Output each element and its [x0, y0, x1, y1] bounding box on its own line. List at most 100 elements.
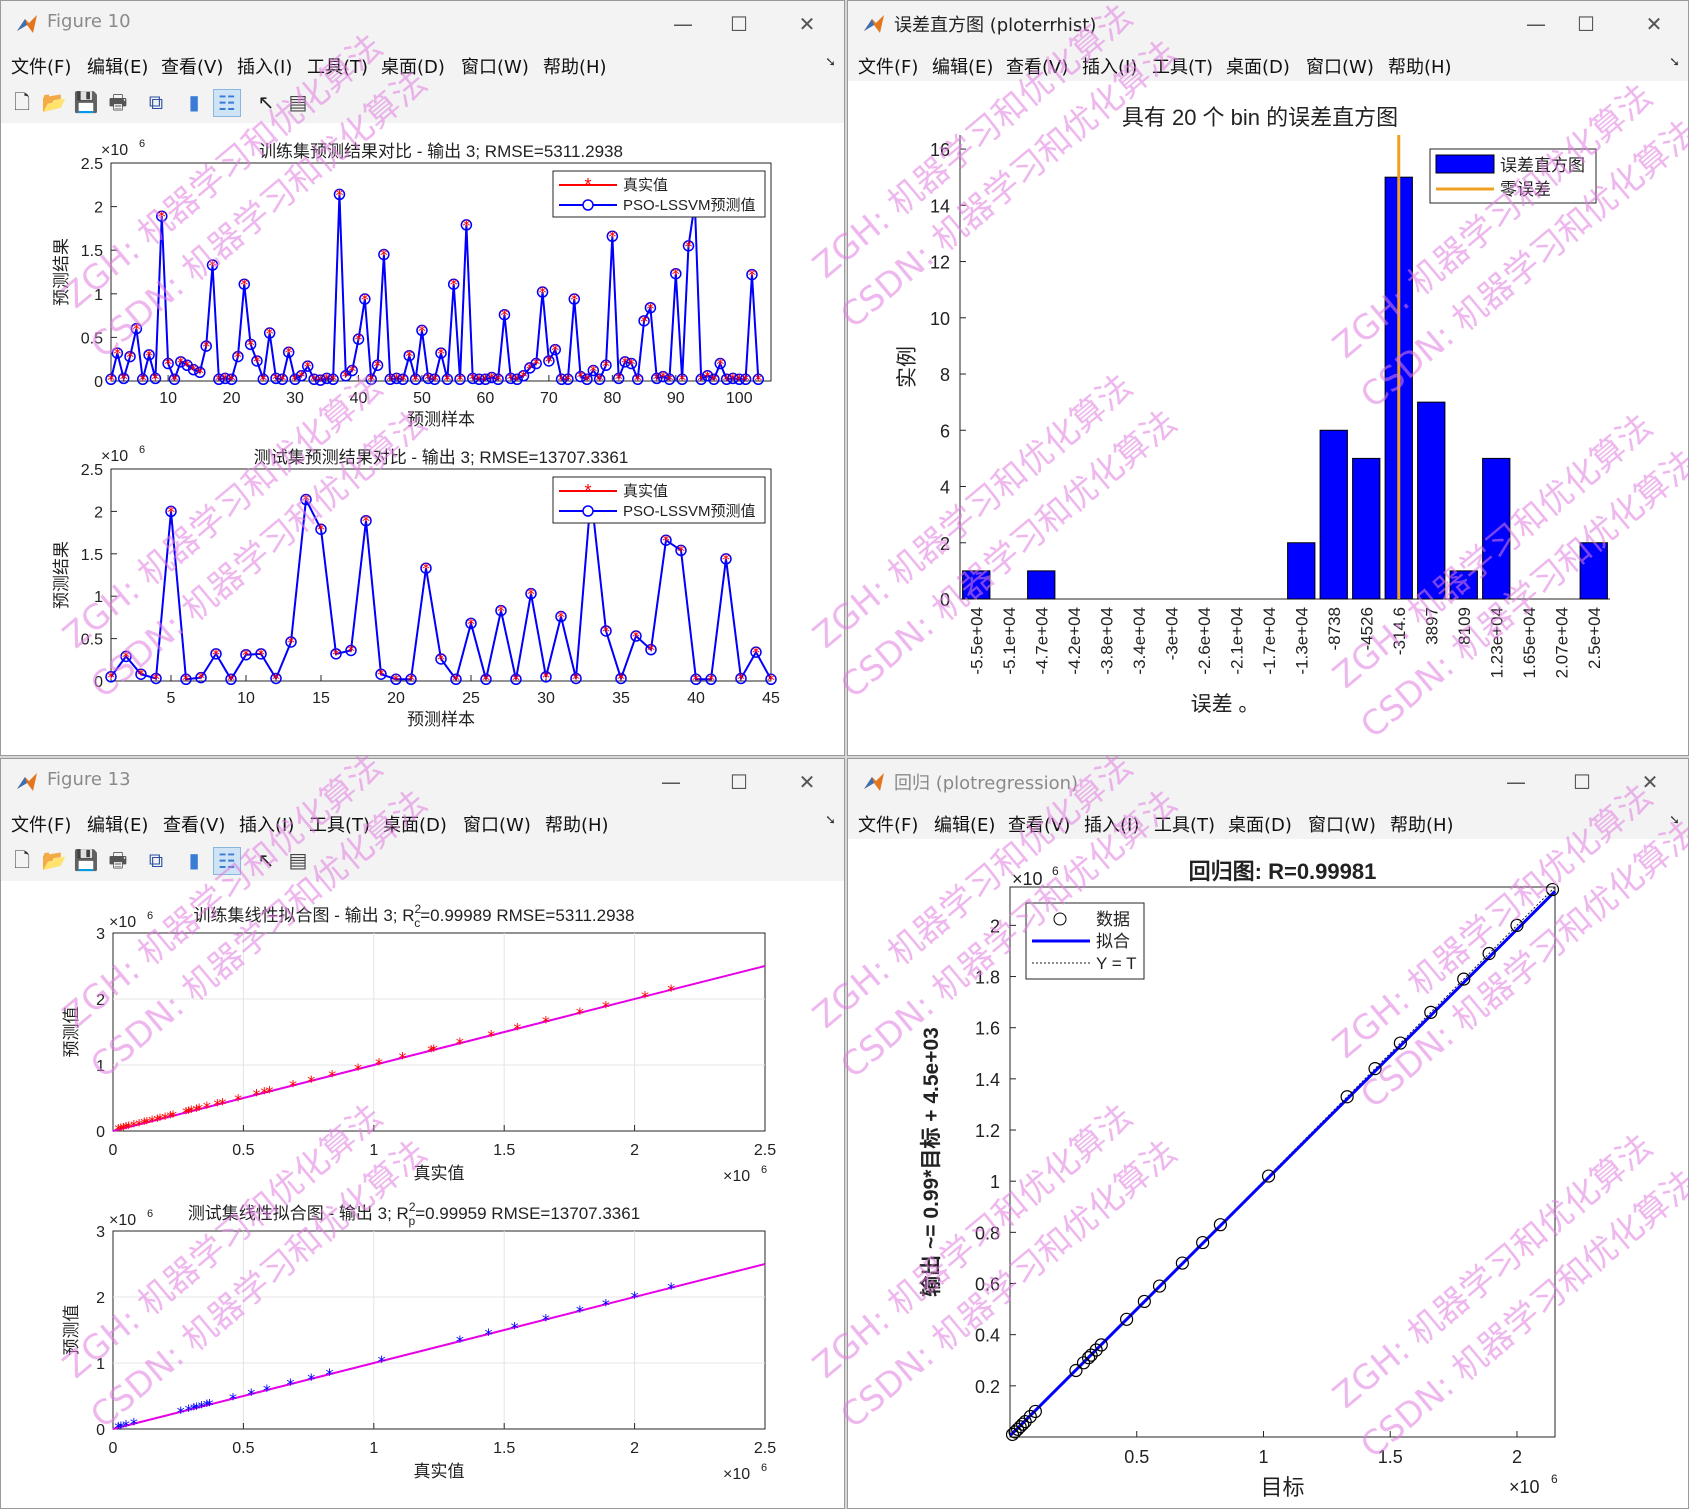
print-icon[interactable]: 🖶 [108, 90, 128, 114]
menu-desktop[interactable]: 桌面(D) [381, 57, 445, 78]
true-value-marker: * [437, 344, 445, 363]
menu-help[interactable]: 帮助(H) [1390, 815, 1454, 836]
maximize-button[interactable]: ☐ [1577, 12, 1595, 36]
open-folder-icon[interactable]: 📂 [41, 90, 67, 114]
maximize-button[interactable]: ☐ [730, 770, 748, 794]
data-point-marker: * [378, 1352, 386, 1371]
predicted-marker [570, 672, 582, 685]
predicted-marker [705, 673, 717, 686]
title-bar[interactable]: Figure 13 — ☐ ✕ [1, 759, 844, 805]
menu-file[interactable]: 文件(F) [11, 815, 72, 836]
true-value-marker: * [462, 216, 470, 235]
menu-file[interactable]: 文件(F) [11, 57, 72, 78]
minimize-button[interactable]: — [661, 770, 681, 794]
true-value-marker: * [647, 641, 655, 660]
true-value-marker: * [242, 646, 250, 665]
true-value-marker: * [748, 266, 756, 285]
new-file-icon[interactable]: 🗋 [13, 848, 31, 872]
dock-arrow-icon[interactable]: ➘ [825, 813, 836, 828]
menu-tools[interactable]: 工具(T) [309, 815, 371, 836]
menu-window[interactable]: 窗口(W) [463, 815, 531, 836]
menu-view[interactable]: 查看(V) [163, 815, 226, 836]
x-tick-label: -1.3e+04 [1292, 607, 1311, 675]
data-point-marker: * [122, 1417, 130, 1436]
window-regression[interactable]: 回归 (plotregression) — ☐ ✕ 文件(F) 编辑(E) 查看… [847, 758, 1689, 1509]
menu-window[interactable]: 窗口(W) [1308, 815, 1376, 836]
true-value-marker: * [646, 299, 654, 318]
menu-edit[interactable]: 编辑(E) [934, 815, 996, 836]
menu-tools[interactable]: 工具(T) [1152, 57, 1214, 78]
dock-arrow-icon[interactable]: ➘ [825, 55, 836, 70]
maximize-button[interactable]: ☐ [1573, 770, 1591, 794]
link-figure-icon[interactable]: ⧉ [148, 848, 164, 872]
menu-help[interactable]: 帮助(H) [543, 57, 607, 78]
menu-desktop[interactable]: 桌面(D) [1226, 57, 1290, 78]
colorbar-icon[interactable]: ▮ [188, 90, 200, 114]
title-bar[interactable]: 回归 (plotregression) — ☐ ✕ [848, 759, 1688, 805]
menu-view[interactable]: 查看(V) [161, 57, 224, 78]
close-button[interactable]: ✕ [798, 770, 816, 794]
menu-view[interactable]: 查看(V) [1008, 815, 1071, 836]
menu-help[interactable]: 帮助(H) [545, 815, 609, 836]
menu-window[interactable]: 窗口(W) [1306, 57, 1374, 78]
y-tick-label: 1.2 [975, 1121, 1000, 1141]
menu-file[interactable]: 文件(F) [858, 815, 919, 836]
property-inspector-icon[interactable]: ▤ [288, 848, 308, 872]
window-error-histogram[interactable]: 误差直方图 (ploterrhist) — ☐ ✕ 文件(F) 编辑(E) 查看… [847, 0, 1689, 756]
data-point-marker: * [252, 1086, 260, 1105]
dock-arrow-icon[interactable]: ➘ [1669, 55, 1680, 70]
minimize-button[interactable]: — [673, 12, 693, 36]
menu-help[interactable]: 帮助(H) [1388, 57, 1452, 78]
menu-insert[interactable]: 插入(I) [1084, 815, 1140, 836]
maximize-button[interactable]: ☐ [730, 12, 748, 36]
menu-edit[interactable]: 编辑(E) [87, 57, 149, 78]
menu-insert[interactable]: 插入(I) [239, 815, 295, 836]
dock-arrow-icon[interactable]: ➘ [1669, 813, 1680, 828]
open-folder-icon[interactable]: 📂 [41, 848, 67, 872]
menu-insert[interactable]: 插入(I) [1082, 57, 1138, 78]
property-inspector-icon[interactable]: ▤ [288, 90, 308, 114]
y-tick-label: 2 [990, 916, 1000, 936]
close-button[interactable]: ✕ [798, 12, 816, 36]
pointer-icon[interactable]: ↖ [257, 848, 275, 872]
data-point [1261, 1169, 1276, 1183]
true-value-marker: * [399, 370, 407, 389]
menu-edit[interactable]: 编辑(E) [87, 815, 149, 836]
chart-title: 回归图: R=0.99981 [1189, 859, 1377, 884]
title-bar[interactable]: Figure 10 — ☐ ✕ [1, 1, 844, 47]
title-bar[interactable]: 误差直方图 (ploterrhist) — ☐ ✕ [848, 1, 1688, 47]
menu-desktop[interactable]: 桌面(D) [1228, 815, 1292, 836]
print-icon[interactable]: 🖶 [108, 848, 128, 872]
y-tick-label: 1.8 [975, 968, 1000, 988]
close-button[interactable]: ✕ [1641, 770, 1659, 794]
window-figure-13[interactable]: Figure 13 — ☐ ✕ 文件(F) 编辑(E) 查看(V) 插入(I) … [0, 758, 845, 1509]
menu-tools[interactable]: 工具(T) [1154, 815, 1216, 836]
colorbar-icon[interactable]: ▮ [188, 848, 200, 872]
save-icon[interactable]: 💾 [73, 90, 99, 114]
predicted-marker [555, 373, 568, 386]
window-figure-10[interactable]: Figure 10 — ☐ ✕ 文件(F) 编辑(E) 查看(V) 插入(I) … [0, 0, 845, 756]
menu-edit[interactable]: 编辑(E) [932, 57, 994, 78]
menu-desktop[interactable]: 桌面(D) [383, 815, 447, 836]
legend-icon[interactable]: ☷ [213, 847, 241, 875]
menu-insert[interactable]: 插入(I) [237, 57, 293, 78]
close-button[interactable]: ✕ [1645, 12, 1663, 36]
minimize-button[interactable]: — [1526, 12, 1546, 36]
save-icon[interactable]: 💾 [73, 848, 99, 872]
legend-icon[interactable]: ☷ [213, 89, 241, 117]
menu-view[interactable]: 查看(V) [1006, 57, 1069, 78]
minimize-button[interactable]: — [1506, 770, 1526, 794]
pointer-icon[interactable]: ↖ [257, 90, 275, 114]
menu-file[interactable]: 文件(F) [858, 57, 919, 78]
predicted-marker [375, 668, 387, 680]
new-file-icon[interactable]: 🗋 [13, 90, 31, 114]
menu-tools[interactable]: 工具(T) [307, 57, 369, 78]
data-point-marker: * [328, 1067, 336, 1086]
link-figure-icon[interactable]: ⧉ [148, 90, 164, 114]
x-axis-label: 预测样本 [407, 410, 475, 429]
true-value-marker: * [152, 669, 160, 688]
true-value-marker: * [196, 363, 204, 382]
predicted-marker [168, 373, 181, 386]
menu-window[interactable]: 窗口(W) [461, 57, 529, 78]
true-value-marker: * [621, 353, 629, 372]
